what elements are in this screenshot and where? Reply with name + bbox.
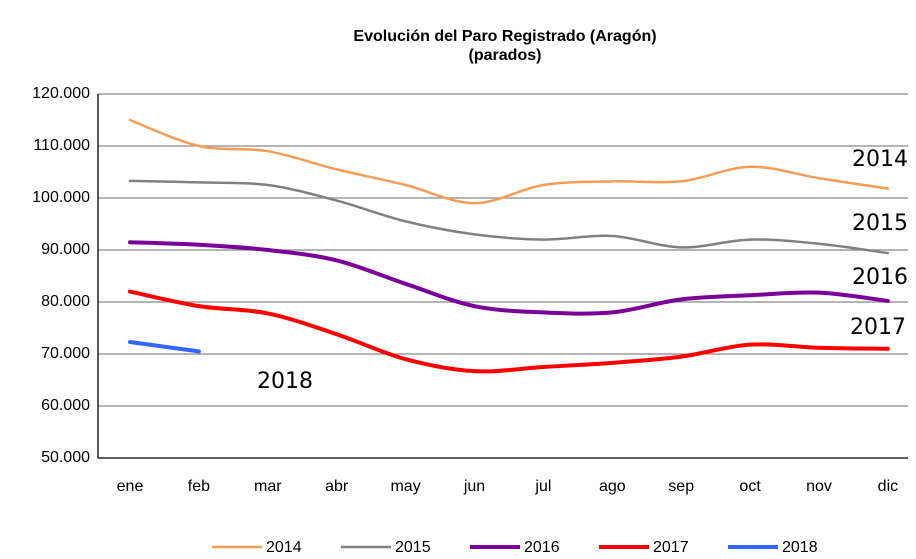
series-line xyxy=(128,240,890,316)
y-tick-label: 90.000 xyxy=(41,241,90,258)
annotation: 2015 xyxy=(852,211,908,236)
legend-label: 2018 xyxy=(782,539,818,556)
y-tick-label: 80.000 xyxy=(41,293,90,310)
x-tick-label: abr xyxy=(325,478,349,495)
legend-label: 2016 xyxy=(524,539,560,556)
y-tick-label: 60.000 xyxy=(41,397,90,414)
y-tick-label: 50.000 xyxy=(41,449,90,466)
x-tick-label: dic xyxy=(878,478,898,495)
x-tick-label: may xyxy=(390,478,420,495)
x-tick-label: mar xyxy=(254,478,282,495)
x-tick-label: ago xyxy=(599,478,626,495)
legend-label: 2017 xyxy=(653,539,689,556)
x-tick-label: feb xyxy=(188,478,210,495)
y-tick-label: 120.000 xyxy=(32,85,90,102)
x-tick-label: jun xyxy=(463,478,485,495)
x-tick-label: oct xyxy=(739,478,761,495)
y-tick-label: 110.000 xyxy=(33,137,90,154)
x-tick-label: jul xyxy=(534,478,551,495)
x-tick-label: ene xyxy=(117,478,144,495)
chart-subtitle: (parados) xyxy=(469,47,542,64)
series-line xyxy=(128,340,201,354)
annotation: 2014 xyxy=(852,147,908,172)
y-tick-label: 100.000 xyxy=(32,189,90,206)
y-tick-label: 70.000 xyxy=(41,345,90,362)
annotation: 2018 xyxy=(257,369,313,394)
annotation: 2017 xyxy=(850,315,906,340)
legend-label: 2015 xyxy=(395,539,431,556)
chart-title: Evolución del Paro Registrado (Aragón) xyxy=(353,28,656,45)
annotation: 2016 xyxy=(852,265,908,290)
legend-label: 2014 xyxy=(266,539,302,556)
series-line xyxy=(128,118,890,205)
x-tick-label: nov xyxy=(806,478,832,495)
series-line xyxy=(128,179,890,255)
series-line xyxy=(128,289,890,374)
x-tick-label: sep xyxy=(668,478,694,495)
